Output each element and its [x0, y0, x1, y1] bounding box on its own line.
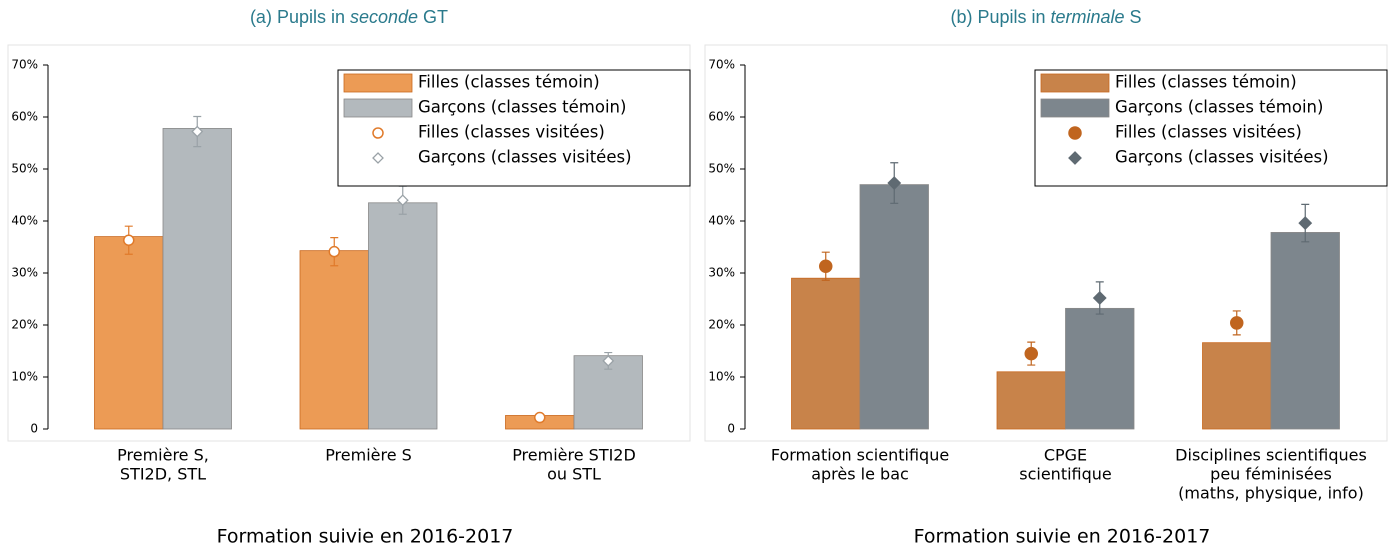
bar	[1202, 342, 1272, 430]
x-tick-label: Première S	[325, 446, 412, 465]
y-tick-label: 60%	[11, 110, 38, 124]
x-tick-label: peu féminisées	[1210, 465, 1332, 484]
bar	[299, 250, 369, 430]
x-tick-label: (maths, physique, info)	[1178, 484, 1364, 503]
legend-label: Filles (classes visitées)	[418, 123, 605, 142]
bar	[1270, 232, 1340, 430]
legend-label: Garçons (classes témoin)	[418, 98, 626, 117]
legend-label: Filles (classes témoin)	[1115, 73, 1297, 92]
y-tick-label: 70%	[11, 58, 38, 72]
bar	[996, 371, 1066, 430]
plot-frame	[704, 44, 1388, 442]
y-tick-label: 50%	[11, 162, 38, 176]
title-part: (b) Pupils in	[950, 7, 1050, 27]
bar	[162, 128, 232, 430]
legend-swatch	[343, 98, 413, 118]
point	[372, 127, 384, 139]
point	[819, 259, 833, 273]
x-tick-label: ou STL	[547, 465, 601, 484]
x-tick-label: Première STI2D	[512, 446, 636, 465]
y-tick-label: 20%	[11, 318, 38, 332]
point	[1092, 291, 1107, 305]
x-tick-label: CPGE	[1044, 446, 1087, 465]
point	[1068, 151, 1082, 165]
title-part: S	[1125, 7, 1142, 27]
title-part: (a) Pupils in	[250, 7, 350, 27]
y-tick-label: 20%	[708, 318, 735, 332]
chart-title: (b) Pupils in terminale S	[950, 7, 1141, 27]
point	[328, 245, 340, 258]
y-tick-label: 60%	[708, 110, 735, 124]
point	[372, 152, 384, 164]
plot-frame	[7, 44, 691, 442]
y-tick-label: 30%	[708, 266, 735, 280]
y-tick-label: 50%	[708, 162, 735, 176]
title-part: terminale	[1051, 7, 1125, 27]
x-tick-label: scientifique	[1019, 465, 1112, 484]
y-tick-label: 0	[30, 422, 38, 436]
bar	[791, 277, 861, 430]
y-tick-label: 40%	[11, 214, 38, 228]
y-tick-label: 10%	[708, 370, 735, 384]
point	[396, 194, 409, 207]
legend-label: Garçons (classes visitées)	[418, 148, 632, 167]
x-axis-label: Formation suivie en 2016-2017	[914, 526, 1211, 548]
title-part: seconde	[350, 7, 418, 27]
legend-label: Filles (classes témoin)	[418, 73, 600, 92]
point	[602, 354, 615, 367]
legend-label: Garçons (classes visitées)	[1115, 148, 1329, 167]
x-tick-label: STI2D, STL	[120, 465, 206, 484]
legend-label: Garçons (classes témoin)	[1115, 98, 1323, 117]
chart-title: (a) Pupils in seconde GT	[250, 7, 448, 27]
point	[534, 411, 546, 424]
x-tick-label: après le bac	[811, 465, 909, 484]
bar	[859, 184, 929, 430]
x-axis-label: Formation suivie en 2016-2017	[217, 526, 514, 548]
point	[887, 176, 902, 190]
bar	[1065, 307, 1135, 430]
legend-swatch	[1040, 98, 1110, 118]
point	[1230, 316, 1244, 330]
point	[1068, 126, 1082, 140]
y-tick-label: 0	[727, 422, 735, 436]
legend-swatch	[343, 73, 413, 93]
title-part: GT	[418, 7, 448, 27]
y-tick-label: 70%	[708, 58, 735, 72]
y-tick-label: 40%	[708, 214, 735, 228]
point	[191, 125, 204, 138]
x-tick-label: Formation scientifique	[771, 446, 949, 465]
point	[1024, 346, 1038, 361]
bar	[94, 236, 164, 430]
x-tick-label: Disciplines scientifiques	[1175, 446, 1367, 465]
legend-swatch	[1040, 73, 1110, 93]
y-tick-label: 30%	[11, 266, 38, 280]
legend-label: Filles (classes visitées)	[1115, 123, 1302, 142]
point	[123, 234, 135, 246]
y-tick-label: 10%	[11, 370, 38, 384]
x-tick-label: Première S,	[117, 446, 209, 465]
point	[1298, 216, 1313, 230]
bar	[368, 202, 438, 430]
